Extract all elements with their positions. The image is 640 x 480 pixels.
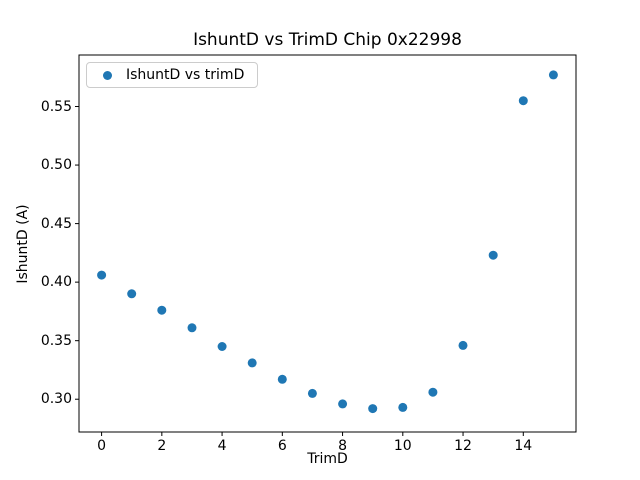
x-tick-label: 4 (217, 438, 227, 454)
chart-title: IshuntD vs TrimD Chip 0x22998 (193, 30, 462, 50)
x-tick-label: 8 (338, 438, 347, 454)
y-tick-label: 0.45 (40, 215, 72, 232)
data-point (97, 270, 107, 280)
data-point (368, 404, 378, 414)
data-point (398, 402, 408, 412)
data-point (247, 358, 257, 368)
x-tick-label: 10 (393, 438, 412, 454)
x-tick-label: 14 (514, 438, 533, 454)
data-point (157, 305, 167, 315)
data-point (548, 70, 558, 80)
legend-marker-dot-icon (103, 70, 112, 80)
data-point (428, 387, 438, 397)
data-point (338, 399, 348, 409)
data-point (488, 250, 498, 260)
y-tick-label: 0.40 (40, 274, 72, 291)
y-tick-label: 0.50 (40, 157, 72, 174)
data-point (187, 323, 197, 333)
data-point (217, 342, 227, 351)
data-point (458, 340, 468, 350)
x-tick-label: 6 (277, 438, 287, 454)
y-tick-label: 0.30 (40, 391, 72, 408)
data-point (307, 388, 317, 398)
axes-frame (78, 54, 577, 433)
x-tick-label: 2 (157, 438, 167, 454)
data-point (518, 96, 528, 106)
y-tick-label: 0.55 (40, 98, 72, 115)
x-axis-label: TrimD (307, 451, 348, 467)
y-axis-label: IshuntD (A) (15, 204, 31, 284)
x-tick-label: 12 (454, 438, 472, 454)
legend-box: IshuntD vs trimD (86, 62, 259, 88)
legend-entry-label: IshuntD vs trimD (126, 67, 245, 83)
data-point (127, 289, 137, 299)
x-tick-label: 0 (97, 438, 107, 454)
y-tick-label: 0.35 (40, 332, 72, 349)
data-point (277, 374, 287, 384)
